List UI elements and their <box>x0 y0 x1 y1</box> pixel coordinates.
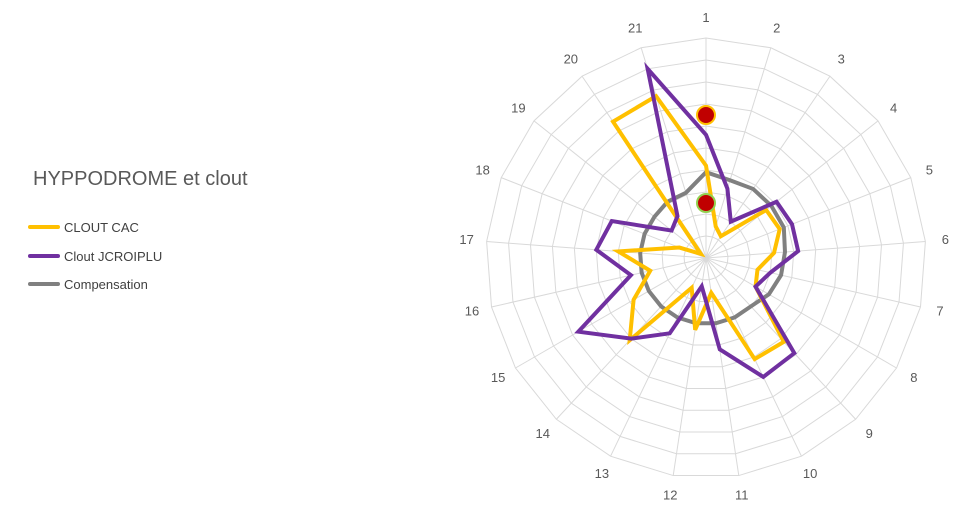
category-label-14: 14 <box>536 426 550 441</box>
category-label-3: 3 <box>838 52 845 67</box>
category-label-21: 21 <box>628 21 642 36</box>
grid-spoke-8 <box>705 257 897 369</box>
grid-ring-4 <box>617 169 795 346</box>
data-marker-1 <box>696 105 716 125</box>
legend-item-clout-jcroiplu: Clout JCROIPLU <box>28 247 228 265</box>
grid-spoke-4 <box>705 120 879 259</box>
category-label-1: 1 <box>702 10 709 25</box>
category-label-10: 10 <box>803 466 817 481</box>
category-label-20: 20 <box>564 52 578 67</box>
grid-ring-9 <box>508 59 904 455</box>
category-label-11: 11 <box>735 487 749 502</box>
category-label-16: 16 <box>465 303 479 318</box>
grid-ring-10 <box>486 37 926 477</box>
category-label-15: 15 <box>491 370 505 385</box>
legend-swatch-compensation <box>28 282 60 286</box>
data-marker-2 <box>696 193 716 213</box>
grid-ring-8 <box>529 81 883 433</box>
grid-spoke-12 <box>672 257 707 476</box>
grid-spoke-6 <box>705 241 926 259</box>
category-label-18: 18 <box>475 162 489 177</box>
category-label-12: 12 <box>663 487 677 502</box>
grid-ring-1 <box>683 235 729 281</box>
category-label-8: 8 <box>910 370 917 385</box>
legend-label-compensation: Compensation <box>64 276 148 292</box>
series-line-clout-cac <box>610 93 787 362</box>
chart-title: HYPPODROME et clout <box>33 168 248 190</box>
grid-spoke-5 <box>705 177 911 259</box>
legend-item-clout-cac: CLOUT CAC <box>28 218 228 236</box>
grid-ring-6 <box>573 125 839 390</box>
legend-item-compensation: Compensation <box>28 275 228 293</box>
series-line-clout-jcroiplu <box>574 61 801 380</box>
grid-spoke-18 <box>501 177 707 259</box>
legend-swatch-clout-cac <box>28 225 60 229</box>
grid-ring-5 <box>595 147 817 368</box>
category-label-7: 7 <box>936 303 943 318</box>
category-label-6: 6 <box>942 232 949 247</box>
grid-ring-7 <box>551 103 861 411</box>
category-label-19: 19 <box>511 100 525 115</box>
category-label-13: 13 <box>595 466 609 481</box>
category-label-4: 4 <box>890 100 897 115</box>
category-label-5: 5 <box>926 162 933 177</box>
legend-label-clout-jcroiplu: Clout JCROIPLU <box>64 248 163 264</box>
grid-spoke-3 <box>705 75 831 259</box>
category-label-2: 2 <box>773 21 780 36</box>
grid-spoke-19 <box>533 120 707 259</box>
grid-spoke-7 <box>705 257 921 308</box>
legend-swatch-clout-jcroiplu <box>28 254 60 258</box>
category-label-9: 9 <box>866 426 873 441</box>
grid-spoke-15 <box>515 257 707 369</box>
legend-label-clout-cac: CLOUT CAC <box>64 219 139 235</box>
grid-spoke-16 <box>491 257 707 308</box>
category-label-17: 17 <box>459 232 473 247</box>
